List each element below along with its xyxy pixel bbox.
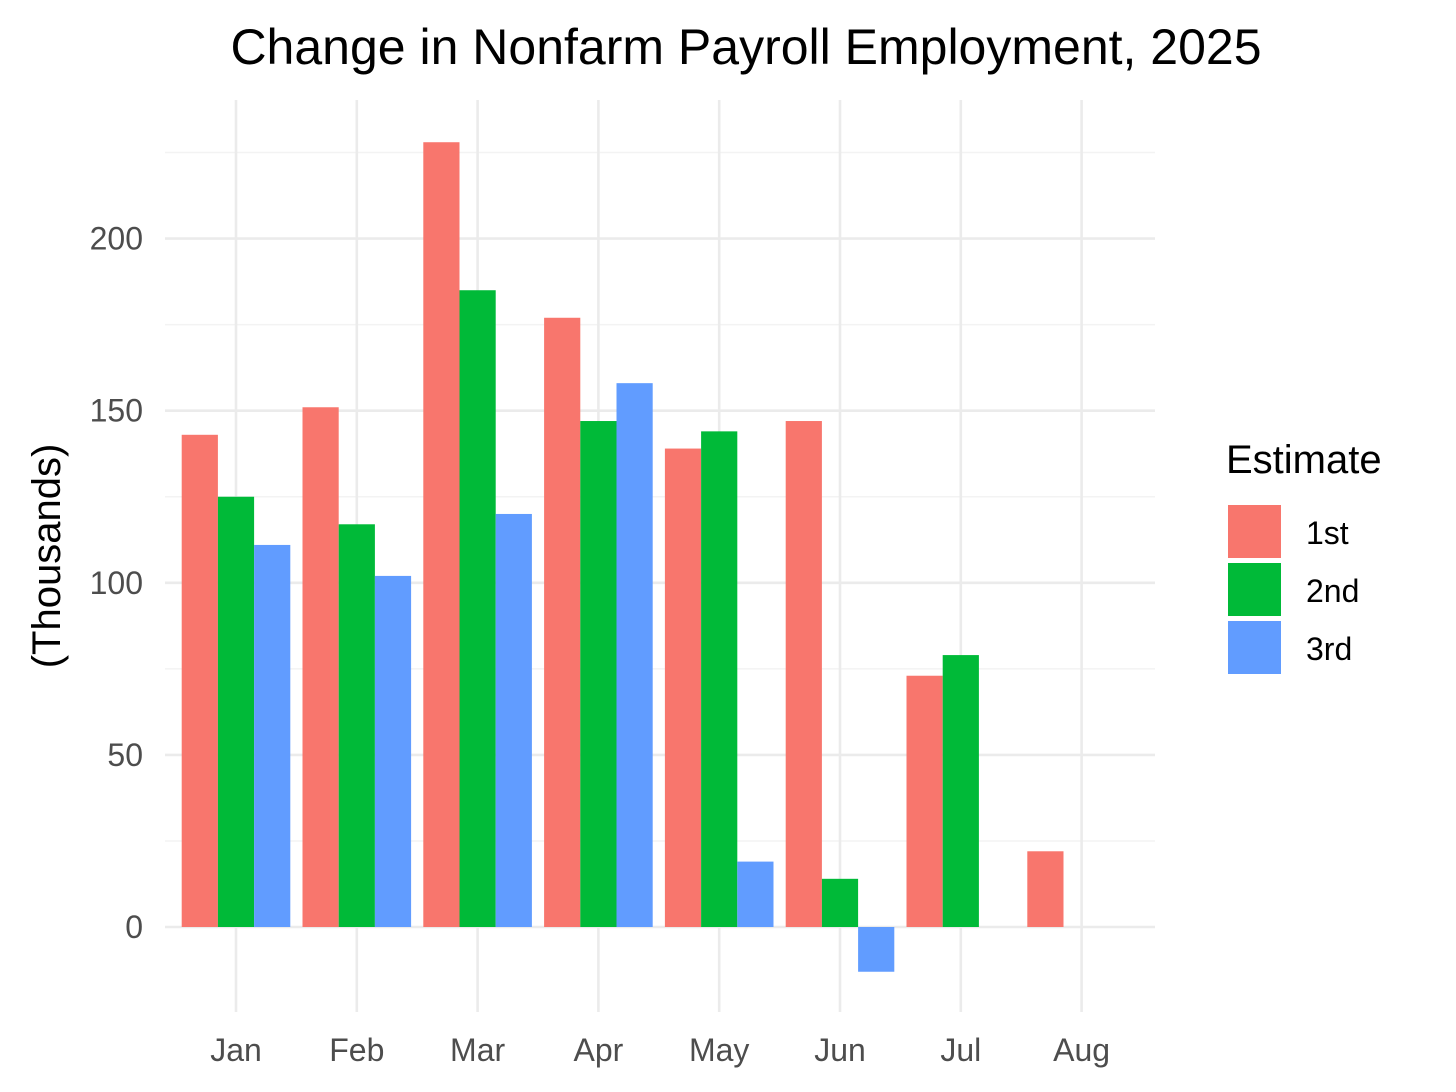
x-tick-label: Feb	[329, 1032, 384, 1068]
bar-jun-1st	[785, 421, 822, 927]
x-tick-label: Jan	[210, 1032, 262, 1068]
legend-title: Estimate	[1226, 438, 1382, 482]
x-tick-label: Mar	[450, 1032, 505, 1068]
bar-jun-3rd	[858, 927, 895, 972]
x-tick-label: Aug	[1053, 1032, 1110, 1068]
x-tick-label: May	[689, 1032, 749, 1068]
legend-key-3rd	[1228, 621, 1281, 674]
y-tick-label: 50	[107, 737, 143, 773]
x-axis-ticks: Jan Feb Mar Apr May Jun Jul Aug	[210, 1032, 1110, 1068]
legend-label: 1st	[1306, 515, 1349, 551]
bar-may-2nd	[701, 431, 738, 927]
bar-jan-2nd	[217, 496, 255, 927]
bar-apr-2nd	[580, 421, 617, 927]
bar-may-1st	[664, 448, 702, 927]
legend-key-2nd	[1228, 563, 1281, 616]
chart-title: Change in Nonfarm Payroll Employment, 20…	[230, 19, 1261, 75]
y-tick-label: 200	[90, 221, 143, 257]
bar-jun-2nd	[821, 878, 859, 927]
legend: Estimate 1st 2nd 3rd	[1226, 438, 1382, 674]
bar-feb-2nd	[338, 524, 375, 927]
bar-mar-1st	[423, 142, 460, 927]
x-tick-label: Jun	[814, 1032, 866, 1068]
x-tick-label: Apr	[574, 1032, 624, 1068]
bar-jan-3rd	[254, 544, 291, 927]
y-axis-ticks: 0 50 100 150 200	[90, 221, 143, 945]
bar-apr-1st	[544, 317, 581, 927]
bar-feb-3rd	[374, 575, 412, 927]
legend-label: 2nd	[1306, 573, 1359, 609]
bar-mar-2nd	[459, 290, 496, 928]
y-axis-label: (Thousands)	[25, 444, 69, 669]
bar-jan-1st	[181, 434, 218, 927]
legend-key-1st	[1228, 505, 1281, 558]
bar-may-3rd	[737, 861, 774, 927]
y-tick-label: 100	[90, 565, 143, 601]
bar-jul-2nd	[942, 655, 979, 927]
x-tick-label: Jul	[940, 1032, 981, 1068]
legend-label: 3rd	[1306, 631, 1352, 667]
y-tick-label: 150	[90, 393, 143, 429]
bar-apr-3rd	[616, 383, 653, 927]
bar-feb-1st	[302, 407, 339, 927]
bar-mar-3rd	[495, 513, 532, 927]
bar-jul-1st	[906, 675, 943, 927]
bar-aug-1st	[1027, 851, 1064, 927]
y-tick-label: 0	[125, 909, 143, 945]
bars	[181, 142, 1064, 972]
